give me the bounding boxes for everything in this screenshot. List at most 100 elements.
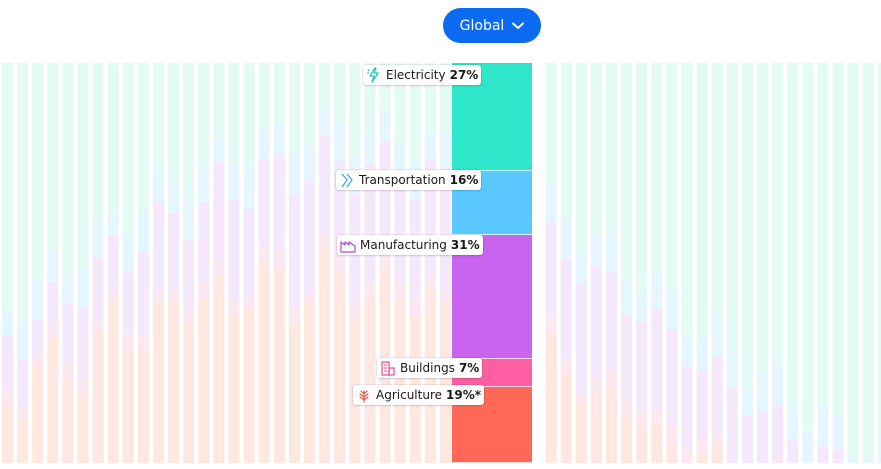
background-bar-segment <box>62 303 74 365</box>
background-bar <box>621 63 633 463</box>
background-bar-segment <box>636 63 648 297</box>
background-bar-segment <box>757 411 768 463</box>
background-bar-segment <box>122 349 134 463</box>
background-bar-segment <box>183 240 195 312</box>
background-bar-segment <box>334 161 346 257</box>
background-bar <box>666 63 678 463</box>
background-bar-segment <box>258 259 270 463</box>
background-bar-segment <box>772 405 784 461</box>
label-electricity: Electricity 27% <box>363 65 482 85</box>
background-bar-segment <box>439 292 451 302</box>
background-bar-segment <box>696 63 708 337</box>
background-bar-segment <box>726 386 738 463</box>
background-bar-segment <box>304 146 315 183</box>
background-bar-segment <box>681 337 693 367</box>
background-bar-segment <box>832 450 844 463</box>
background-bar <box>334 63 346 463</box>
background-bar <box>319 63 331 463</box>
background-bar-segment <box>213 162 225 262</box>
label-electricity-value: 27% <box>449 68 479 82</box>
background-bar-segment <box>606 385 617 463</box>
background-bar-segment <box>258 245 270 260</box>
background-bar-segment <box>409 63 421 164</box>
background-bar-segment <box>560 63 572 221</box>
background-bar <box>62 63 74 463</box>
label-buildings-name: Buildings <box>400 361 455 375</box>
background-bar <box>696 63 708 463</box>
background-bar-segment <box>545 317 557 334</box>
background-bar-segment <box>711 436 723 445</box>
label-buildings-value: 7% <box>458 361 480 375</box>
background-bar-segment <box>2 311 13 335</box>
road-icon <box>339 172 355 188</box>
background-bar-segment <box>726 351 738 387</box>
background-bar-segment <box>394 182 406 285</box>
background-bar <box>288 63 300 463</box>
background-bar-segment <box>122 63 134 236</box>
background-bar <box>273 63 285 463</box>
background-bar-segment <box>439 130 451 169</box>
background-bar-segment <box>304 293 315 303</box>
background-bar-segment <box>636 296 648 322</box>
background-bar-segment <box>545 333 557 463</box>
background-bar <box>243 63 255 463</box>
region-dropdown[interactable]: Global <box>443 8 541 43</box>
background-bar-segment <box>137 334 149 351</box>
background-bar <box>77 63 89 463</box>
background-bar-segment <box>575 394 587 404</box>
background-bar-segment <box>17 63 29 323</box>
label-agriculture-name: Agriculture <box>376 388 442 402</box>
label-agriculture: Agriculture 19%* <box>353 385 484 405</box>
background-bar-segment <box>304 182 315 294</box>
background-bar-segment <box>877 63 881 435</box>
background-bar-segment <box>198 63 210 166</box>
background-bar-segment <box>394 284 406 299</box>
background-bar-segment <box>304 63 315 147</box>
background-bar <box>787 63 799 463</box>
background-bar-segment <box>349 303 361 319</box>
background-bar-segment <box>621 415 633 463</box>
background-bar-segment <box>832 63 844 415</box>
background-bar-segment <box>711 444 723 463</box>
background-bar-segment <box>92 332 104 463</box>
background-bar-segment <box>183 200 195 241</box>
background-bar-segment <box>364 296 376 463</box>
background-bar-segment <box>651 422 663 463</box>
background-bar-segment <box>621 63 633 279</box>
background-bar <box>847 63 859 463</box>
background-bar-segment <box>545 63 557 185</box>
background-bar-segment <box>319 134 331 234</box>
background-bar-segment <box>32 63 44 280</box>
background-bar-segment <box>621 278 633 315</box>
background-bar-segment <box>288 306 300 321</box>
background-bar-segment <box>47 336 59 463</box>
background-bar-segment <box>304 302 315 463</box>
background-bar <box>32 63 44 463</box>
background-bar-segment <box>288 63 300 155</box>
background-bar <box>304 63 315 463</box>
background-bar-segment <box>364 63 376 134</box>
background-bar-segment <box>153 171 164 202</box>
background-bar <box>636 63 648 463</box>
background-bar-segment <box>666 442 678 463</box>
background-bar-segment <box>877 434 881 463</box>
background-bar <box>862 63 874 463</box>
background-bar-segment <box>62 380 74 463</box>
background-bar-segment <box>17 419 29 463</box>
background-bar-segment <box>636 412 648 424</box>
background-bar-segment <box>424 63 436 135</box>
background-bar-segment <box>32 356 44 367</box>
background-bar <box>877 63 881 463</box>
background-bar-segment <box>47 251 59 282</box>
background-bar-segment <box>575 253 587 284</box>
background-bar <box>832 63 844 463</box>
background-bar-segment <box>77 378 89 395</box>
background-bar-segment <box>273 121 285 154</box>
chevron-down-icon <box>512 22 525 30</box>
background-bar-segment <box>62 63 74 273</box>
background-bar-segment <box>636 423 648 463</box>
background-bar-segment <box>590 378 602 392</box>
region-dropdown-label: Global <box>459 17 505 34</box>
background-bar-segment <box>47 324 59 337</box>
background-bar-segment <box>17 322 29 359</box>
